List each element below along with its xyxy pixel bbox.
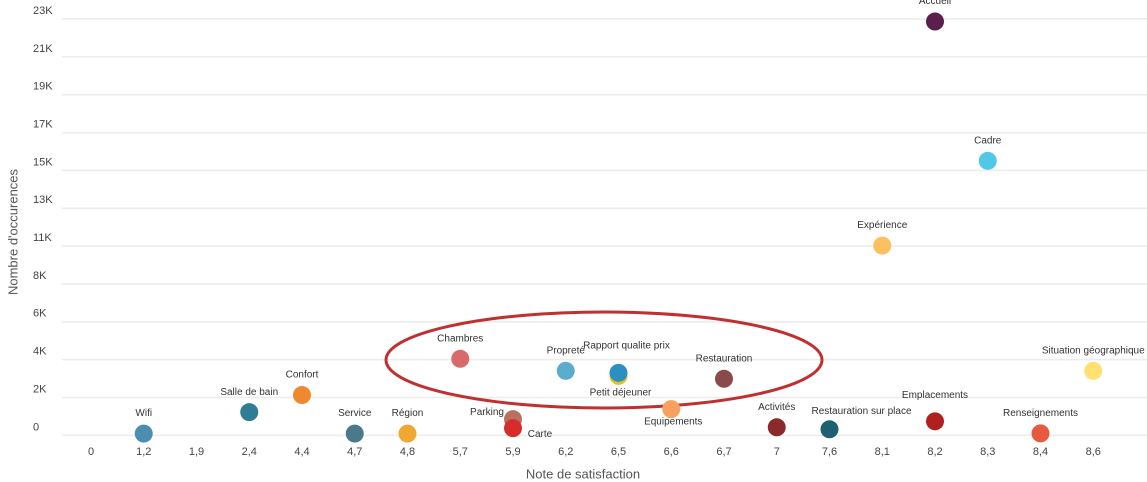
x-tick-label: 8,2 (927, 446, 942, 458)
y-tick-label: 23K (33, 5, 53, 17)
point (345, 424, 364, 443)
point-label: Rapport qualite prix (583, 340, 670, 351)
x-tick-label: 4,8 (400, 446, 415, 458)
y-tick-label: 4K (33, 346, 47, 358)
point (926, 412, 944, 431)
point (134, 424, 153, 443)
point-label: Petit déjeuner (590, 388, 652, 399)
point (1084, 361, 1103, 380)
x-tick-label: 5,7 (453, 446, 468, 458)
y-axis-title: Nombre d'occurences (5, 168, 20, 295)
point (451, 349, 470, 368)
point (609, 363, 628, 382)
point-label: Activités (758, 402, 795, 413)
y-tick-label: 6K (33, 308, 47, 320)
point (240, 403, 259, 422)
x-tick-label: 2,4 (242, 446, 257, 458)
x-tick-label: 6,6 (664, 446, 679, 458)
point (926, 12, 944, 31)
point (556, 361, 575, 380)
point-label: Propreté (547, 345, 586, 356)
y-tick-label: 15K (33, 156, 53, 168)
point (662, 400, 681, 419)
x-tick-label: 6,2 (558, 446, 573, 458)
x-tick-label: 4,4 (294, 446, 309, 458)
point-label: Parking (470, 407, 504, 418)
point (715, 369, 733, 388)
point-label: Expérience (857, 220, 907, 231)
point-label: Salle de bain (220, 387, 278, 398)
point (1031, 424, 1050, 443)
point (767, 418, 786, 437)
grid: 0 2K 4K 6K 8K 11K 13K 15K 17K 19K 21K 23K (33, 5, 1147, 437)
point-label: Situation géographique (1042, 345, 1145, 356)
y-tick-label: 13K (33, 194, 53, 206)
point (820, 420, 839, 439)
x-tick-label: 0 (88, 446, 94, 458)
point-label: Accueil (919, 0, 951, 7)
x-axis-title: Note de satisfaction (526, 466, 640, 481)
point-label: Service (338, 408, 372, 419)
y-tick-label: 0 (33, 421, 39, 433)
x-tick-label: 4,7 (347, 446, 362, 458)
y-tick-label: 17K (33, 118, 53, 130)
point-label: Chambres (437, 333, 483, 344)
point-label: Emplacements (902, 390, 968, 401)
x-tick-label: 8,4 (1033, 446, 1048, 458)
point-label: Restauration sur place (811, 406, 911, 417)
point-label: Confort (286, 370, 319, 381)
y-tick-label: 2K (33, 383, 47, 395)
x-tick-label: 6,7 (716, 446, 731, 458)
y-tick-label: 11K (33, 232, 52, 244)
point-label: Renseignements (1003, 408, 1078, 419)
x-tick-label: 1,2 (136, 446, 151, 458)
highlight-ellipse (384, 310, 824, 410)
x-tick-label: 8,1 (875, 446, 890, 458)
y-tick-label: 19K (33, 81, 53, 93)
point (293, 386, 311, 405)
x-tick-label: 1,9 (189, 446, 204, 458)
x-tick-label: 7 (774, 446, 780, 458)
point-label: Carte (528, 429, 553, 440)
point (398, 424, 417, 443)
point-label: Equipements (644, 417, 702, 428)
point-label: Restauration (696, 353, 753, 364)
x-tick-label: 8,3 (980, 446, 995, 458)
point (978, 151, 997, 170)
point-label: Cadre (974, 136, 1002, 147)
x-tick-label: 5,9 (505, 446, 520, 458)
point-label: Région (392, 408, 424, 419)
point (504, 419, 522, 438)
x-tick-label: 8,6 (1086, 446, 1101, 458)
x-tick-label: 7,6 (822, 446, 837, 458)
y-tick-label: 21K (33, 43, 53, 55)
point (873, 236, 892, 255)
point-label: Wifi (135, 408, 152, 419)
y-tick-label: 8K (33, 270, 47, 282)
x-tick-label: 6,5 (611, 446, 626, 458)
